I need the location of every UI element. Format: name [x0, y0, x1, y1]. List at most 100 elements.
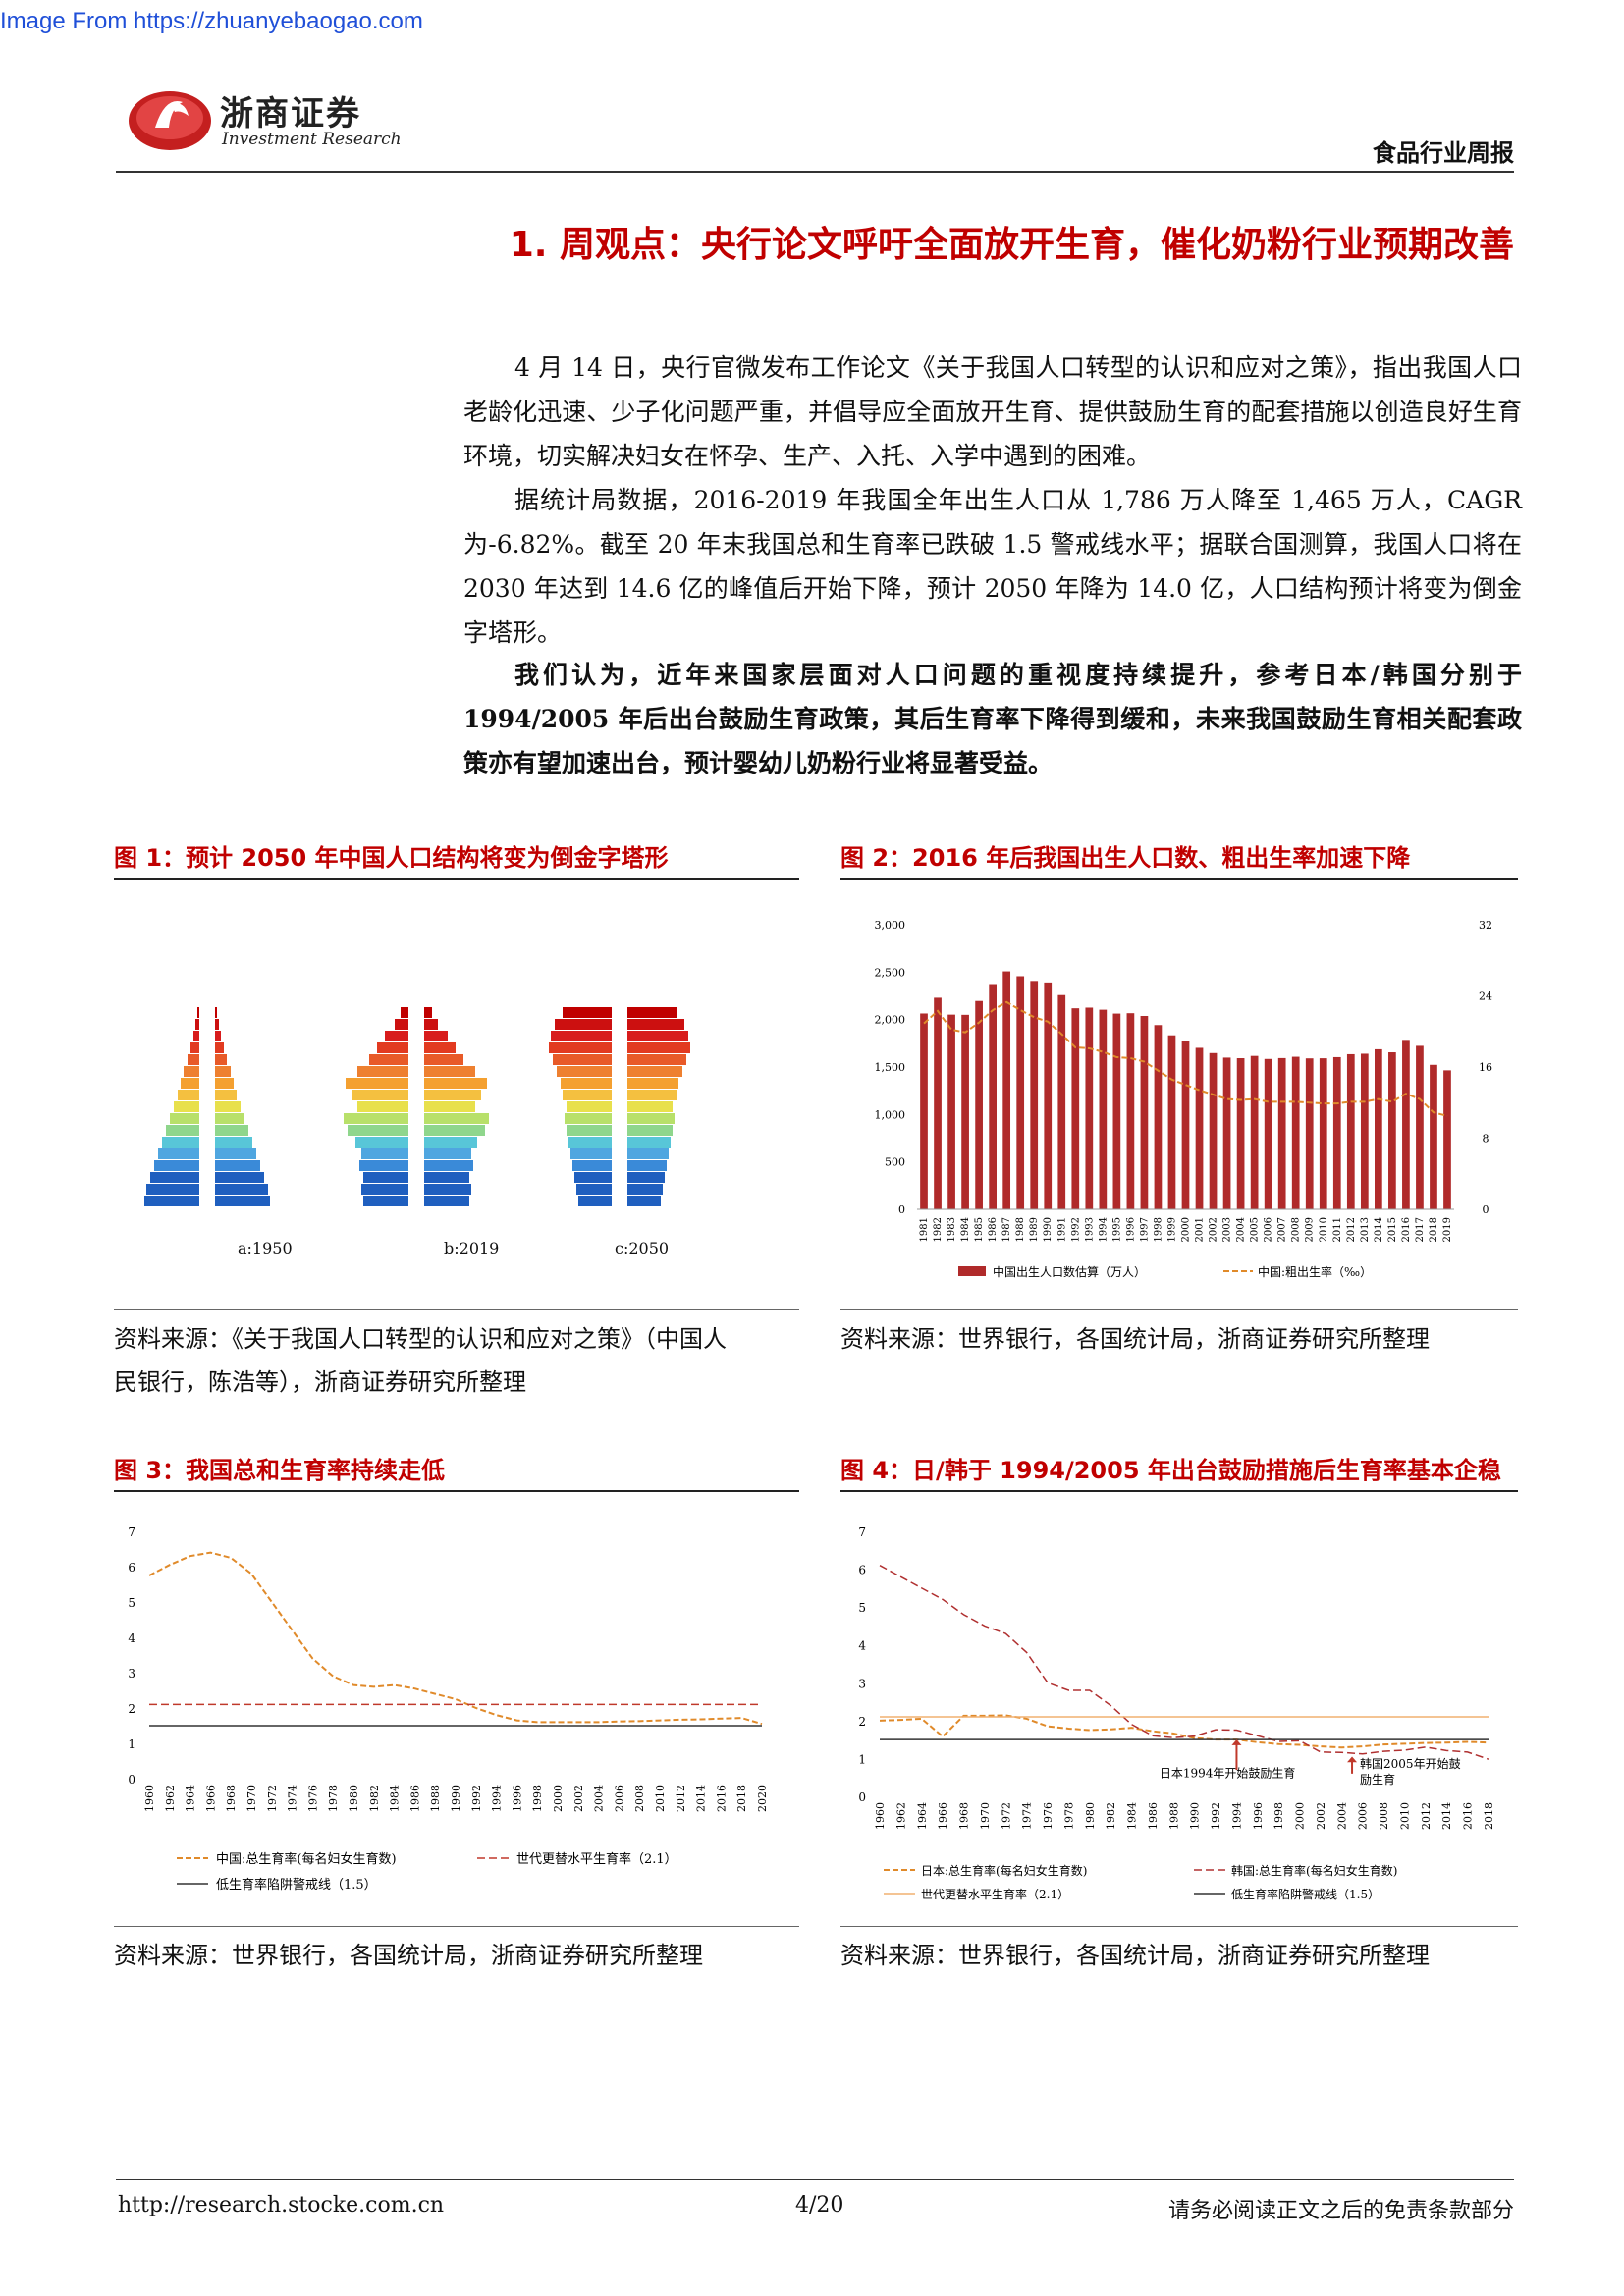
fig3-x-tick: 1976: [306, 1785, 319, 1812]
pyramid-bar-male: [193, 1031, 199, 1041]
fig3-y-tick: 5: [128, 1596, 135, 1610]
pyramid-bar-male: [401, 1007, 408, 1018]
fig4-annotation-korea-2: 励生育: [1360, 1772, 1395, 1787]
pyramid-bar-male: [361, 1184, 408, 1195]
pyramid-bar-female: [424, 1125, 485, 1136]
fig4-x-tick: 2014: [1440, 1802, 1453, 1830]
pyramid-bar-female: [424, 1031, 448, 1041]
pyramid-bar-male: [553, 1054, 612, 1065]
fig2-x-tick: 1982: [933, 1217, 944, 1242]
fig2-x-tick: 2011: [1332, 1217, 1343, 1242]
fig4-x-tick: 1996: [1252, 1802, 1265, 1830]
pyramid-bar-male: [563, 1090, 612, 1100]
header-divider: [116, 171, 1514, 173]
fig2-bar: [1332, 1056, 1341, 1209]
pyramid-bar-female: [627, 1007, 677, 1018]
pyramid-bar-male: [158, 1148, 199, 1159]
fig2-x-tick: 1984: [960, 1217, 971, 1242]
pyramid-bar-female: [627, 1172, 665, 1183]
fig2-bar: [1085, 1007, 1094, 1209]
pyramid-bar-male: [188, 1054, 199, 1065]
fig3-x-tick: 1966: [204, 1785, 217, 1812]
pyramid-bar-male: [570, 1148, 612, 1159]
pyramid-bar-female: [627, 1137, 671, 1148]
fig2-bar: [920, 1013, 928, 1209]
fig3-x-tick: 1968: [225, 1785, 238, 1812]
fig1-pyramids: [144, 1007, 690, 1206]
fig3-x-tick: 1992: [470, 1785, 483, 1812]
fig3-y-tick: 6: [128, 1561, 135, 1575]
pyramid-bar-male: [357, 1101, 408, 1112]
fig2-bar: [1236, 1058, 1245, 1209]
pyramid-bar-male: [578, 1196, 612, 1206]
fig4-x-tick: 2004: [1335, 1802, 1348, 1830]
fig3-x-tick: 1978: [327, 1785, 340, 1812]
fig3-y-tick: 3: [128, 1667, 135, 1681]
pyramid-bar-male: [574, 1172, 612, 1183]
pyramid-bar-male: [549, 1042, 612, 1053]
fig2-legend-bar-swatch: [958, 1266, 986, 1276]
fig2-rate-line: [923, 1000, 1448, 1117]
fig4-x-tick: 1988: [1167, 1802, 1180, 1830]
source-url-watermark[interactable]: Image From https://zhuanyebaogao.com: [0, 8, 423, 34]
fig4-x-tick: 1976: [1042, 1802, 1055, 1830]
fig2-x-tick: 2001: [1195, 1217, 1206, 1242]
fig4-annotation-korea-1: 韩国2005年开始鼓: [1360, 1756, 1461, 1771]
pyramid-bar-male: [567, 1101, 612, 1112]
fig3-x-tick: 1994: [491, 1785, 504, 1812]
pyramid-bar-female: [215, 1196, 270, 1206]
fig2-rule: [840, 878, 1518, 880]
fig4-x-tick: 1998: [1272, 1802, 1285, 1830]
fig3-y-tick: 4: [128, 1631, 135, 1645]
fig2-bar: [947, 1014, 955, 1209]
fig2-bar: [1346, 1053, 1355, 1209]
fig2-bottom-rule: [840, 1309, 1518, 1310]
fig4-y-tick: 6: [858, 1564, 866, 1577]
fig2-bar: [1002, 971, 1011, 1209]
pyramid-bar-female: [424, 1101, 475, 1112]
fig4-x-tick: 1972: [1000, 1802, 1012, 1830]
footer-url[interactable]: http://research.stocke.com.cn: [118, 2193, 445, 2217]
pyramid-bar-male: [346, 1078, 408, 1089]
fig3-x-tick: 1988: [429, 1785, 442, 1812]
fig2-bar: [1443, 1070, 1451, 1209]
logo-icon: [129, 91, 211, 150]
pyramid-bar-male: [363, 1172, 408, 1183]
fig1-source-line2: 民银行，陈浩等），浙商证券研究所整理: [114, 1368, 526, 1396]
pyramid-bar-female: [627, 1196, 661, 1206]
fig4-annotation-japan: 日本1994年开始鼓励生育: [1160, 1766, 1296, 1781]
fig4-x-tick: 1964: [916, 1802, 929, 1830]
pyramid-bar-female: [215, 1137, 252, 1148]
fig2-x-tick: 1989: [1029, 1217, 1040, 1242]
pyramid-bar-female: [627, 1160, 667, 1171]
pyramid-bar-male: [162, 1137, 199, 1148]
fig2-bar: [1305, 1058, 1314, 1209]
fig4-x-tick: 1978: [1062, 1802, 1075, 1830]
pyramid-bar-male: [361, 1148, 408, 1159]
fig4-y-tick: 0: [858, 1790, 866, 1804]
fig2-x-tick: 2019: [1442, 1217, 1453, 1242]
fig2-bar: [1264, 1058, 1272, 1209]
fig2-right-tick: 32: [1479, 919, 1492, 932]
footer-disclaimer: 请务必阅读正文之后的免责条款部分: [1167, 2199, 1514, 2223]
fig2-x-tick: 2018: [1429, 1217, 1439, 1242]
fig1-caption-b: b:2019: [444, 1239, 500, 1257]
pyramid-bar-female: [215, 1007, 217, 1018]
fig2-bar: [975, 1000, 983, 1209]
pyramid-bar-female: [215, 1090, 237, 1100]
fig2-left-tick: 2,000: [875, 1014, 906, 1027]
section-title: 1. 周观点：央行论文呼吁全面放开生育，催化奶粉行业预期改善: [509, 225, 1514, 265]
fig2-bar: [1375, 1048, 1382, 1209]
fig3-x-tick: 1998: [531, 1785, 544, 1812]
fig2-left-tick: 1,500: [875, 1061, 906, 1074]
pyramid-bar-female: [627, 1066, 682, 1077]
fig4-legend-label-3: 世代更替水平生育率（2.1）: [921, 1887, 1069, 1901]
fig2-source: 资料来源：世界银行，各国统计局，浙商证券研究所整理: [840, 1325, 1430, 1353]
pyramid-bar-male: [385, 1031, 408, 1041]
fig4-rule: [840, 1490, 1518, 1492]
fig3-x-tick: 1972: [266, 1785, 279, 1812]
fig3-x-tick: 2016: [715, 1785, 728, 1812]
fig2-bar: [1044, 982, 1053, 1209]
fig3-legend-label-2: 世代更替水平生育率（2.1）: [516, 1851, 677, 1867]
fig1-source: 资料来源：《关于我国人口转型的认识和应对之策》（中国人 民银行，陈浩等），浙商证…: [114, 1317, 801, 1404]
